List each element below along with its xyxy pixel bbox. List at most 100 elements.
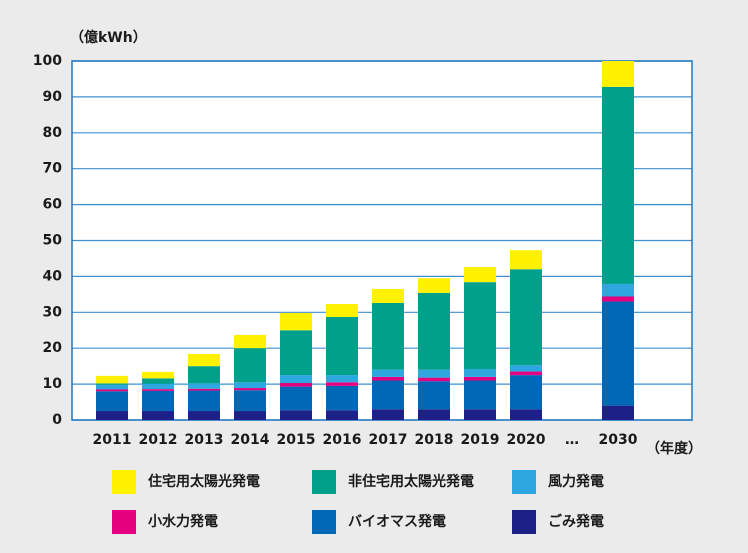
bar-segment bbox=[234, 348, 266, 383]
bar-segment bbox=[326, 410, 358, 420]
legend-swatch bbox=[512, 510, 536, 534]
bar-segment bbox=[510, 409, 542, 420]
bar-segment bbox=[510, 365, 542, 372]
x-tick-label: 2014 bbox=[231, 432, 270, 448]
bar-segment bbox=[142, 378, 174, 384]
bar-segment bbox=[372, 302, 404, 370]
bar-segment bbox=[142, 411, 174, 420]
bar-segment bbox=[142, 383, 174, 390]
legend-label: バイオマス発電 bbox=[348, 513, 446, 530]
y-tick-label: 40 bbox=[43, 268, 63, 284]
bar-segment bbox=[326, 375, 358, 383]
bar-segment bbox=[418, 369, 450, 378]
bar-segment bbox=[96, 375, 128, 384]
bar-segment bbox=[602, 283, 634, 297]
legend-swatch bbox=[512, 470, 536, 494]
x-tick-label: 2017 bbox=[369, 432, 408, 448]
x-tick-label: … bbox=[565, 432, 579, 448]
bar-segment bbox=[142, 389, 174, 391]
bar-segment bbox=[96, 384, 128, 390]
bar-segment bbox=[234, 334, 266, 349]
y-tick-label: 30 bbox=[43, 304, 63, 320]
bar-segment bbox=[602, 61, 634, 87]
bar-segment bbox=[418, 278, 450, 293]
bar-segment bbox=[96, 411, 128, 420]
bar-segment bbox=[280, 410, 312, 420]
bar-segment bbox=[326, 304, 358, 317]
y-tick-label: 80 bbox=[43, 125, 63, 141]
legend-swatch bbox=[112, 470, 136, 494]
bar-segment bbox=[234, 388, 266, 391]
bar-segment bbox=[234, 382, 266, 389]
legend-swatch bbox=[312, 510, 336, 534]
y-tick-label: 50 bbox=[43, 233, 63, 249]
bar-segment bbox=[602, 296, 634, 302]
y-tick-label: 60 bbox=[43, 197, 63, 213]
x-tick-label: 2012 bbox=[139, 432, 178, 448]
bar-segment bbox=[372, 376, 404, 381]
bar-segment bbox=[188, 388, 220, 391]
x-tick-label: 2020 bbox=[507, 432, 546, 448]
legend-label: 住宅用太陽光発電 bbox=[148, 473, 260, 490]
bar-segment bbox=[326, 316, 358, 376]
bar-segment bbox=[280, 330, 312, 376]
legend-label: 小水力発電 bbox=[148, 513, 218, 530]
bar-segment bbox=[464, 282, 496, 370]
bar-segment bbox=[464, 267, 496, 283]
bar-segment bbox=[142, 371, 174, 379]
y-tick-label: 10 bbox=[43, 376, 63, 392]
bar-segment bbox=[280, 375, 312, 384]
x-tick-label: 2016 bbox=[323, 432, 362, 448]
bar-segment bbox=[280, 386, 312, 411]
bar-segment bbox=[280, 383, 312, 387]
bar-segment bbox=[372, 369, 404, 377]
legend-swatch bbox=[112, 510, 136, 534]
bar-segment bbox=[510, 375, 542, 410]
bar-segment bbox=[602, 301, 634, 406]
legend-swatch bbox=[312, 470, 336, 494]
legend-label: 風力発電 bbox=[548, 473, 604, 490]
bar-segment bbox=[418, 292, 450, 370]
y-tick-label: 20 bbox=[43, 340, 63, 356]
y-tick-label: 70 bbox=[43, 161, 63, 177]
bar-segment bbox=[464, 380, 496, 410]
bar-segment bbox=[372, 288, 404, 303]
bar-segment bbox=[142, 390, 174, 412]
bar-segment bbox=[188, 383, 220, 389]
bar-segment bbox=[602, 86, 634, 284]
bar-segment bbox=[188, 353, 220, 367]
y-tick-label: 100 bbox=[33, 53, 62, 69]
bar-segment bbox=[96, 389, 128, 392]
bar-segment bbox=[188, 366, 220, 384]
bar-segment bbox=[372, 380, 404, 410]
x-tick-label: 2030 bbox=[599, 432, 638, 448]
bar-segment bbox=[464, 376, 496, 381]
bar-segment bbox=[510, 269, 542, 366]
bar-segment bbox=[96, 383, 128, 385]
bar-segment bbox=[464, 369, 496, 377]
y-tick-label: 90 bbox=[43, 89, 63, 105]
bar-segment bbox=[418, 377, 450, 382]
bar-segment bbox=[510, 250, 542, 270]
x-tick-label: 2015 bbox=[277, 432, 316, 448]
bar-segment bbox=[464, 409, 496, 420]
bar-segment bbox=[188, 390, 220, 412]
y-axis-label: （億kWh） bbox=[70, 29, 147, 46]
bar-segment bbox=[326, 385, 358, 411]
x-tick-label: 2011 bbox=[93, 432, 132, 448]
bar-segment bbox=[510, 371, 542, 376]
bar-segment bbox=[188, 411, 220, 420]
bar-segment bbox=[418, 409, 450, 420]
legend-label: 非住宅用太陽光発電 bbox=[348, 473, 474, 490]
bar-segment bbox=[326, 382, 358, 386]
bar-segment bbox=[96, 391, 128, 412]
x-tick-label: 2013 bbox=[185, 432, 224, 448]
bar-segment bbox=[280, 313, 312, 331]
bar-segment bbox=[418, 381, 450, 410]
bar-segment bbox=[372, 409, 404, 420]
bar-segment bbox=[234, 390, 266, 412]
y-tick-label: 0 bbox=[52, 412, 62, 428]
bar-segment bbox=[234, 411, 266, 420]
bar-segment bbox=[602, 405, 634, 420]
